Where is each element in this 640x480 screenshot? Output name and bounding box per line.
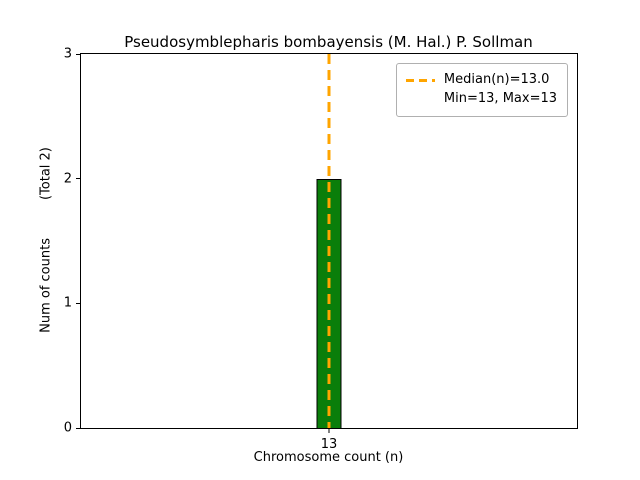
y-axis-label: Num of counts (Total 2) [39,147,54,333]
x-tick-label: 13 [320,437,338,452]
y-tick-label: 1 [63,295,72,311]
y-axis-label-text: Num of counts [38,238,54,333]
legend-handle-spacer [406,98,435,101]
legend-label-median: Median(n)=13.0 [443,72,550,87]
legend-entry-median: Median(n)=13.0 [405,71,557,90]
y-tick-mark [76,53,80,55]
y-tick-label: 2 [63,171,72,187]
x-axis-label: Chromosome count (n) [253,450,404,465]
y-tick-label: 0 [63,420,72,436]
y-tick-mark [76,427,80,429]
y-tick-label: 3 [63,46,72,62]
legend-label-minmax: Min=13, Max=13 [443,90,557,106]
y-tick-mark [76,302,80,304]
dashed-line-icon [405,78,435,82]
legend-entry-minmax: Min=13, Max=13 [406,90,557,109]
plot-area: 13 Median(n)=13.0 Min=13, Max=13 0 1 2 3 [64,48,578,452]
y-axis-total-text: (Total 2) [38,147,54,201]
x-tick-mark [328,429,330,433]
median-dashed-line [327,54,331,428]
y-tick-mark [76,178,80,180]
chart-title: Pseudosymblepharis bombayensis (M. Hal.)… [124,33,533,51]
legend-box: Median(n)=13.0 Min=13, Max=13 [395,63,568,117]
